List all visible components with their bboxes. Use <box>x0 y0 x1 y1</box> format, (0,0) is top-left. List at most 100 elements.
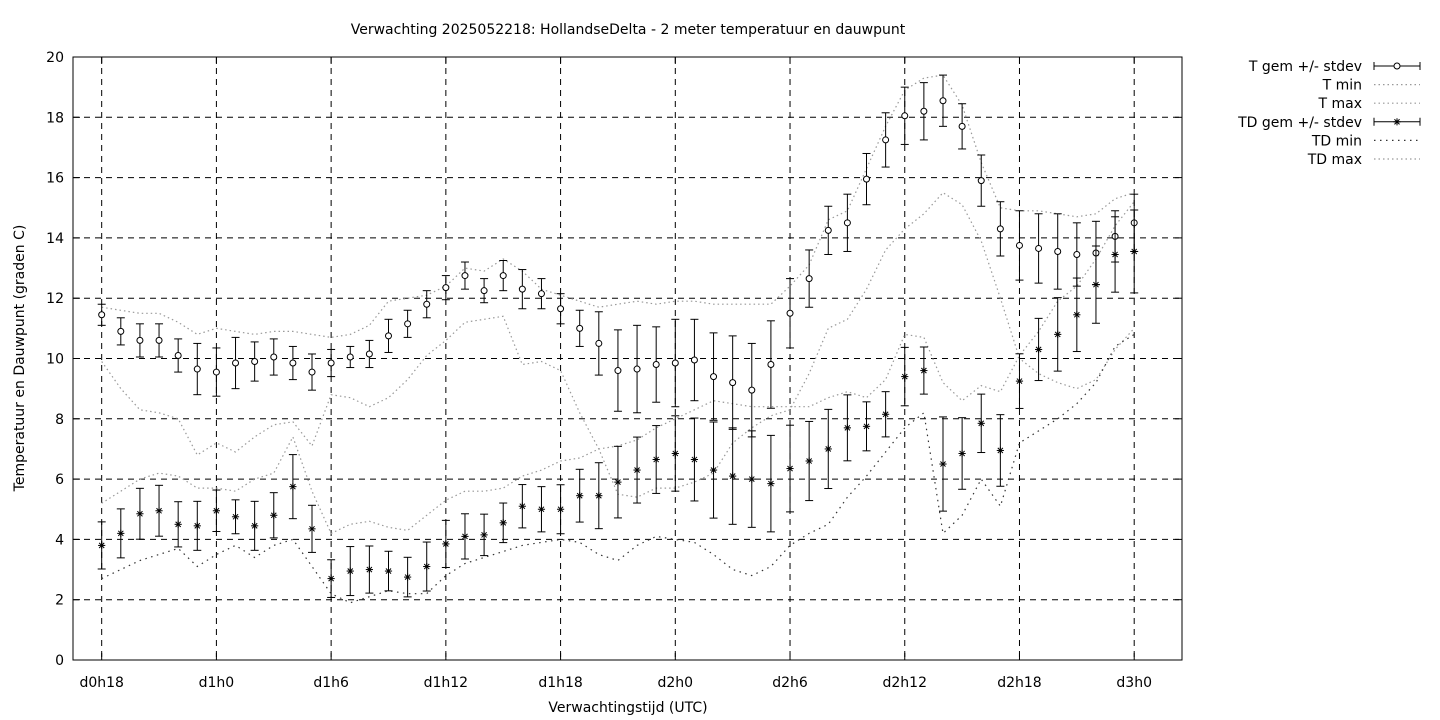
data-point-t-gem-stdev <box>843 219 851 227</box>
legend: T gem +/- stdev T min T max TD gem +/- stde… <box>1237 59 1421 168</box>
data-point-t-gem-stdev <box>786 309 794 317</box>
data-point-t-gem-stdev <box>901 112 909 120</box>
data-point-t-gem-stdev <box>748 386 756 394</box>
data-point-td-gem-stdev <box>499 519 507 527</box>
data-point-t-gem-stdev <box>1015 241 1023 249</box>
data-point-t-gem-stdev <box>98 311 106 319</box>
data-point-td-gem-stdev <box>843 424 851 432</box>
legend-label-td-max: TD max <box>1307 152 1362 168</box>
data-point-td-gem-stdev <box>977 419 985 427</box>
data-point-t-gem-stdev <box>576 324 584 332</box>
data-point-td-gem-stdev <box>289 483 297 491</box>
data-point-t-gem-stdev <box>365 350 373 358</box>
data-point-t-gem-stdev <box>461 272 469 280</box>
data-point-td-gem-stdev <box>327 574 335 583</box>
data-point-td-gem-stdev <box>308 525 316 533</box>
data-point-td-gem-stdev <box>729 472 737 480</box>
data-point-t-gem-stdev <box>958 122 966 130</box>
y-tick-label: 0 <box>55 653 64 669</box>
y-axis-label: Temperatuur en Dauwpunt (graden C) <box>12 225 28 493</box>
data-point-td-gem-stdev <box>212 507 221 515</box>
data-point-t-gem-stdev <box>289 359 297 367</box>
data-point-t-gem-stdev <box>920 107 928 115</box>
y-tick-label: 6 <box>55 472 64 488</box>
data-point-t-gem-stdev <box>805 275 813 283</box>
data-point-td-gem-stdev <box>958 449 966 458</box>
data-point-t-gem-stdev <box>690 356 698 364</box>
data-point-td-gem-stdev <box>882 410 890 418</box>
data-point-td-gem-stdev <box>155 507 163 515</box>
x-tick-label: d1h12 <box>424 675 468 691</box>
axes: 0 2 4 6 8 10 12 14 16 18 20 d0h18 d1h0 d1h6 d1h12 d1h18… <box>46 50 1182 691</box>
series-line-td-min <box>101 333 1135 604</box>
chart-title: Verwachting 2025052218: HollandseDelta -… <box>351 22 906 38</box>
data-point-t-gem-stdev <box>882 136 890 144</box>
data-point-t-gem-stdev <box>671 359 679 367</box>
data-point-t-gem-stdev <box>155 336 163 344</box>
data-point-td-gem-stdev <box>614 478 622 486</box>
data-point-t-gem-stdev <box>384 332 392 340</box>
x-tick-label: d1h6 <box>313 675 349 691</box>
data-point-t-gem-stdev <box>404 320 412 328</box>
data-point-td-gem-stdev <box>537 505 546 513</box>
data-point-td-gem-stdev <box>461 532 469 540</box>
data-point-td-gem-stdev <box>1054 330 1062 338</box>
data-point-t-gem-stdev <box>270 353 278 361</box>
data-point-t-gem-stdev <box>212 368 220 376</box>
data-point-td-gem-stdev <box>384 567 393 575</box>
data-point-t-gem-stdev <box>537 290 545 298</box>
data-point-t-gem-stdev <box>1054 247 1062 255</box>
data-point-td-gem-stdev <box>556 505 565 513</box>
data-point-td-gem-stdev <box>1034 345 1043 354</box>
data-point-td-gem-stdev <box>901 372 909 381</box>
grid <box>73 57 1182 660</box>
data-point-td-gem-stdev <box>442 540 450 548</box>
data-point-t-gem-stdev <box>729 379 737 387</box>
data-point-t-gem-stdev <box>442 284 450 292</box>
data-point-td-gem-stdev <box>709 466 718 474</box>
data-point-td-gem-stdev <box>136 510 144 518</box>
y-tick-label: 20 <box>46 50 64 66</box>
legend-marker <box>1393 62 1401 70</box>
data-point-td-gem-stdev <box>633 466 641 474</box>
data-point-t-gem-stdev <box>117 327 125 335</box>
data-point-t-gem-stdev <box>480 287 488 295</box>
data-point-td-gem-stdev <box>1092 281 1100 289</box>
data-point-t-gem-stdev <box>863 175 871 183</box>
data-point-td-gem-stdev <box>518 502 526 510</box>
data-point-t-gem-stdev <box>308 368 316 376</box>
legend-label-td-min: TD min <box>1311 133 1362 149</box>
data-point-td-gem-stdev <box>117 529 125 537</box>
legend-marker <box>1393 118 1401 126</box>
legend-label-t-max: T max <box>1317 96 1362 112</box>
data-point-td-gem-stdev <box>576 492 584 500</box>
x-axis-label: Verwachtingstijd (UTC) <box>548 700 707 716</box>
y-tick-label: 4 <box>55 532 64 548</box>
data-point-td-gem-stdev <box>671 449 679 458</box>
data-point-t-gem-stdev <box>174 351 182 359</box>
data-point-td-gem-stdev <box>805 457 813 465</box>
data-point-t-gem-stdev <box>652 361 660 369</box>
data-point-td-gem-stdev <box>767 480 775 488</box>
x-tick-label: d2h6 <box>772 675 808 691</box>
data-point-t-gem-stdev <box>614 367 622 375</box>
data-point-t-gem-stdev <box>499 272 507 280</box>
data-point-t-gem-stdev <box>977 177 985 185</box>
data-point-t-gem-stdev <box>232 359 240 367</box>
data-point-td-gem-stdev <box>1130 247 1138 256</box>
x-tick-label: d3h0 <box>1116 675 1152 691</box>
data-point-td-gem-stdev <box>690 455 699 464</box>
data-point-td-gem-stdev <box>1111 250 1119 259</box>
x-tick-label: d2h0 <box>658 675 694 691</box>
data-point-td-gem-stdev <box>346 567 354 575</box>
data-point-td-gem-stdev <box>920 366 928 375</box>
data-point-td-gem-stdev <box>270 511 278 519</box>
data-point-t-gem-stdev <box>136 336 144 344</box>
data-point-t-gem-stdev <box>423 300 431 308</box>
y-tick-label: 8 <box>55 412 64 428</box>
series-layer <box>97 74 1139 604</box>
data-point-t-gem-stdev <box>939 97 947 105</box>
data-point-t-gem-stdev <box>996 225 1004 233</box>
x-tick-label: d2h12 <box>883 675 927 691</box>
